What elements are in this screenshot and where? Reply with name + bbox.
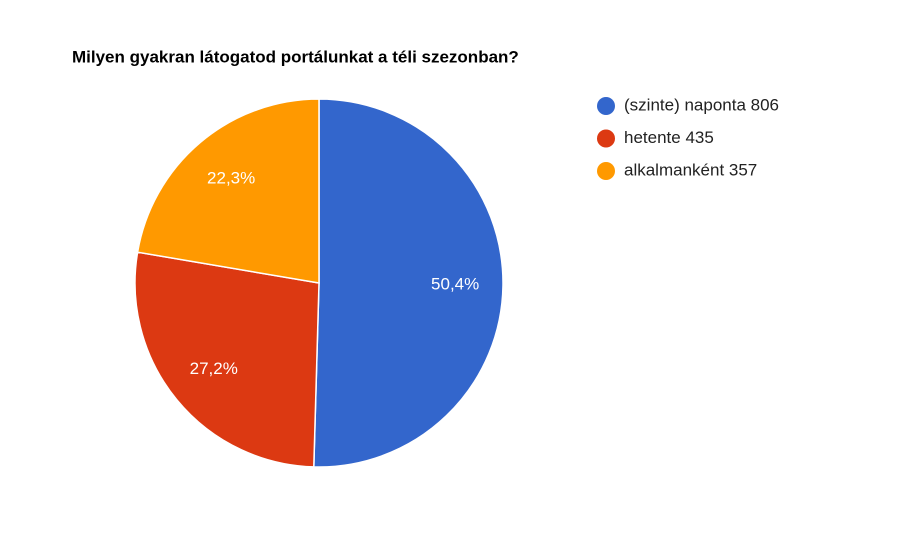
chart-title: Milyen gyakran látogatod portálunkat a t… bbox=[72, 47, 519, 66]
legend-label: hetente 435 bbox=[624, 128, 714, 147]
legend-marker bbox=[597, 162, 615, 180]
slice-label: 50,4% bbox=[431, 274, 479, 293]
legend-label: alkalmanként 357 bbox=[624, 160, 757, 179]
slice-label: 22,3% bbox=[207, 168, 255, 187]
legend-marker bbox=[597, 129, 615, 148]
pie-slice bbox=[313, 98, 504, 468]
legend-label: (szinte) naponta 806 bbox=[624, 95, 779, 114]
slice-label: 27,2% bbox=[190, 359, 238, 378]
pie-slice bbox=[136, 98, 320, 284]
pie-slice bbox=[134, 251, 320, 468]
legend-marker bbox=[597, 97, 615, 115]
